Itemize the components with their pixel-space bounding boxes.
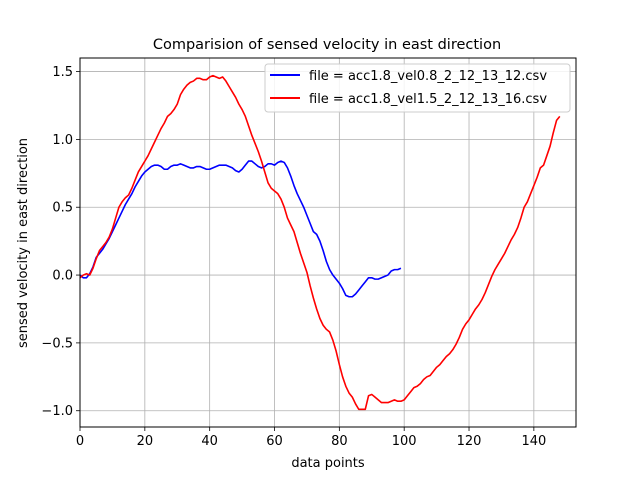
y-tick-label: −1.0 — [41, 404, 73, 419]
plot-frame — [79, 57, 577, 428]
grid — [79, 58, 576, 427]
series-line-1 — [79, 160, 402, 298]
y-tick-label: 0.0 — [52, 269, 73, 284]
x-axis-label: data points — [291, 456, 365, 471]
x-tick-label: 100 — [392, 434, 417, 449]
x-tick-label: 20 — [137, 434, 154, 449]
y-axis-label: sensed velocity in east direction — [16, 138, 31, 348]
x-tick-label: 140 — [521, 434, 546, 449]
y-tick-label: 1.0 — [52, 133, 73, 148]
y-tick-label: 1.5 — [52, 65, 73, 80]
series-line-2 — [79, 74, 561, 411]
x-axis-ticks: 0 20 40 60 80 100 120 140 — [76, 427, 546, 449]
legend: file = acc1.8_vel0.8_2_12_13_12.csv file… — [264, 63, 571, 113]
legend-label-series-2: file = acc1.8_vel1.5_2_12_13_16.csv — [309, 92, 547, 107]
y-axis-ticks: −1.0 −0.5 0.0 0.5 1.0 1.5 — [41, 65, 80, 419]
x-tick-label: 120 — [457, 434, 482, 449]
x-tick-label: 60 — [266, 434, 283, 449]
legend-box — [264, 63, 571, 113]
legend-label-series-1: file = acc1.8_vel0.8_2_12_13_12.csv — [309, 69, 547, 84]
chart-title: Comparision of sensed velocity in east d… — [153, 37, 501, 53]
series-layer — [79, 74, 561, 411]
y-tick-label: −0.5 — [41, 336, 73, 351]
x-tick-label: 80 — [331, 434, 348, 449]
x-tick-label: 0 — [76, 434, 84, 449]
x-tick-label: 40 — [201, 434, 218, 449]
y-tick-label: 0.5 — [52, 201, 73, 216]
